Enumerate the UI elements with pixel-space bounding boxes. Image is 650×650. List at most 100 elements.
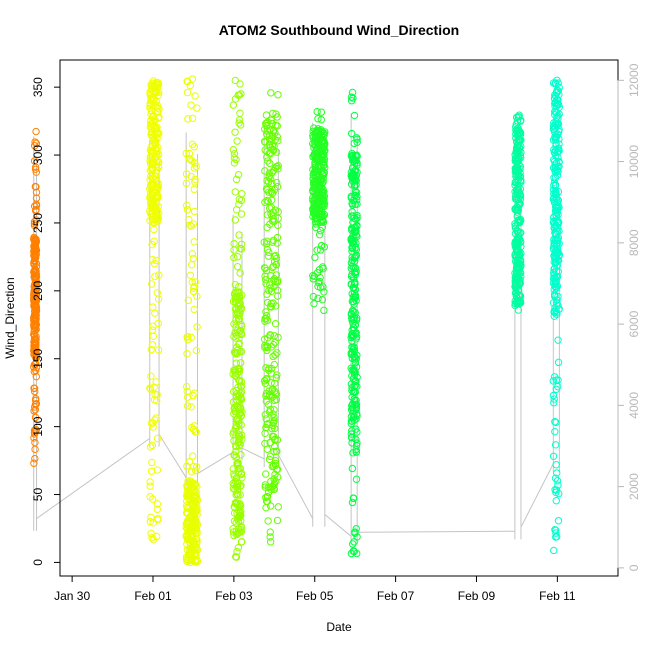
data-point bbox=[235, 436, 243, 444]
data-point bbox=[353, 138, 361, 146]
data-point bbox=[32, 318, 40, 326]
data-point bbox=[348, 88, 357, 97]
data-point bbox=[349, 409, 357, 418]
data-point bbox=[314, 282, 322, 291]
data-point bbox=[267, 116, 275, 125]
data-point bbox=[511, 301, 519, 310]
data-point bbox=[261, 275, 270, 284]
data-point bbox=[235, 116, 244, 124]
data-point bbox=[314, 150, 322, 158]
data-point bbox=[183, 520, 191, 529]
data-point bbox=[351, 166, 360, 174]
data-point bbox=[271, 351, 279, 359]
data-point bbox=[32, 266, 40, 275]
data-point bbox=[312, 214, 320, 222]
data-point bbox=[552, 159, 561, 167]
data-point bbox=[320, 161, 328, 170]
data-point bbox=[147, 183, 155, 192]
data-point bbox=[512, 120, 520, 129]
data-point bbox=[230, 239, 238, 248]
data-point bbox=[188, 530, 196, 538]
data-point bbox=[32, 246, 40, 254]
data-point bbox=[31, 406, 40, 414]
data-point bbox=[183, 393, 192, 401]
data-point bbox=[515, 173, 523, 181]
data-point bbox=[347, 192, 355, 201]
data-point bbox=[185, 149, 194, 158]
data-point bbox=[267, 477, 275, 486]
data-point bbox=[30, 342, 38, 350]
data-point bbox=[351, 358, 360, 367]
data-point bbox=[313, 136, 322, 144]
data-point bbox=[266, 331, 274, 339]
data-point bbox=[146, 385, 155, 393]
data-point bbox=[151, 172, 160, 180]
data-point bbox=[189, 220, 198, 228]
data-point bbox=[315, 265, 324, 274]
data-point bbox=[184, 553, 192, 562]
data-point bbox=[183, 88, 192, 97]
data-point bbox=[270, 282, 278, 291]
data-point bbox=[185, 155, 194, 163]
data-point bbox=[146, 99, 155, 107]
data-point bbox=[148, 458, 156, 467]
data-point bbox=[262, 240, 271, 248]
data-point bbox=[550, 395, 558, 403]
data-point bbox=[267, 89, 275, 97]
data-point bbox=[189, 462, 198, 471]
data-point bbox=[551, 92, 560, 100]
data-point bbox=[270, 424, 279, 433]
data-point bbox=[269, 432, 278, 441]
data-point bbox=[263, 211, 272, 219]
data-point bbox=[234, 417, 243, 425]
data-point bbox=[151, 390, 159, 399]
data-point bbox=[152, 256, 160, 265]
data-point bbox=[30, 459, 38, 467]
data-point bbox=[270, 360, 278, 369]
data-point bbox=[551, 526, 559, 534]
data-point bbox=[233, 253, 242, 261]
data-point bbox=[30, 347, 39, 356]
y-tick-label: 200 bbox=[31, 281, 45, 301]
data-point bbox=[272, 447, 281, 455]
data-point bbox=[273, 473, 282, 481]
data-point bbox=[262, 111, 271, 119]
data-point bbox=[347, 280, 356, 289]
data-point bbox=[349, 155, 357, 163]
data-point bbox=[233, 396, 241, 405]
data-point bbox=[193, 506, 201, 515]
x-tick-label: Jan 30 bbox=[54, 589, 90, 603]
data-point bbox=[549, 452, 558, 460]
data-point bbox=[31, 445, 39, 454]
data-point bbox=[32, 188, 41, 197]
data-point bbox=[274, 214, 282, 223]
data-point bbox=[234, 462, 242, 470]
data-point bbox=[147, 529, 155, 538]
data-point bbox=[348, 226, 356, 234]
data-point bbox=[351, 270, 360, 279]
data-point bbox=[155, 88, 163, 96]
data-point bbox=[553, 109, 561, 117]
data-point bbox=[315, 230, 324, 239]
data-point bbox=[236, 121, 245, 129]
data-point bbox=[351, 191, 359, 200]
data-point bbox=[316, 273, 324, 282]
data-point bbox=[353, 549, 361, 558]
data-point bbox=[549, 391, 558, 400]
data-point bbox=[193, 529, 201, 537]
data-point bbox=[512, 172, 520, 181]
data-point bbox=[272, 110, 280, 118]
data-point bbox=[552, 133, 560, 141]
data-point bbox=[512, 280, 520, 288]
data-point bbox=[351, 377, 359, 386]
data-point bbox=[229, 101, 238, 109]
data-point bbox=[31, 413, 40, 422]
data-point bbox=[270, 406, 278, 414]
data-point bbox=[551, 427, 559, 436]
data-point bbox=[552, 529, 560, 537]
data-point bbox=[272, 254, 281, 263]
data-point bbox=[230, 254, 238, 262]
data-point bbox=[32, 200, 41, 209]
data-point bbox=[350, 344, 358, 352]
data-point bbox=[154, 91, 163, 99]
